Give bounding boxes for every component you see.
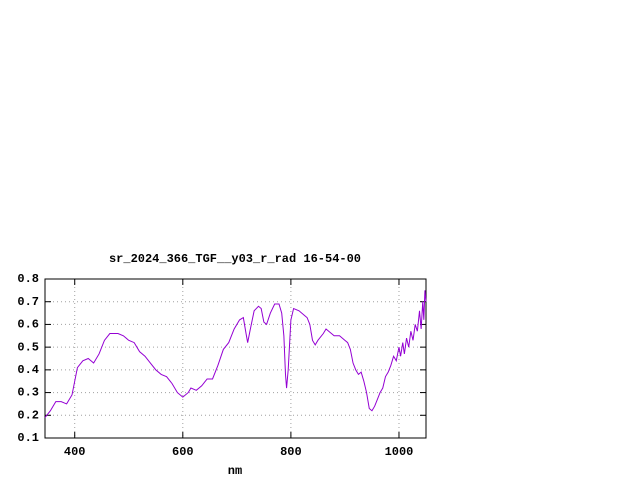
y-tick-label: 0.6 <box>17 318 39 332</box>
y-tick-label: 0.4 <box>17 363 39 377</box>
y-tick-label: 0.5 <box>17 340 39 354</box>
chart-title: sr_2024_366_TGF__y03_r_rad 16-54-00 <box>109 252 361 266</box>
x-tick-label: 1000 <box>385 445 414 459</box>
y-tick-label: 0.7 <box>17 295 39 309</box>
y-tick-label: 0.1 <box>17 431 39 445</box>
y-tick-label: 0.3 <box>17 386 39 400</box>
x-tick-label: 400 <box>64 445 86 459</box>
x-tick-label: 800 <box>280 445 302 459</box>
x-axis-label: nm <box>228 464 242 478</box>
data-line <box>44 290 427 418</box>
plot-frame <box>44 278 427 439</box>
y-tick-label: 0.8 <box>17 272 39 286</box>
x-tick-label: 600 <box>172 445 194 459</box>
y-tick-label: 0.2 <box>17 408 39 422</box>
